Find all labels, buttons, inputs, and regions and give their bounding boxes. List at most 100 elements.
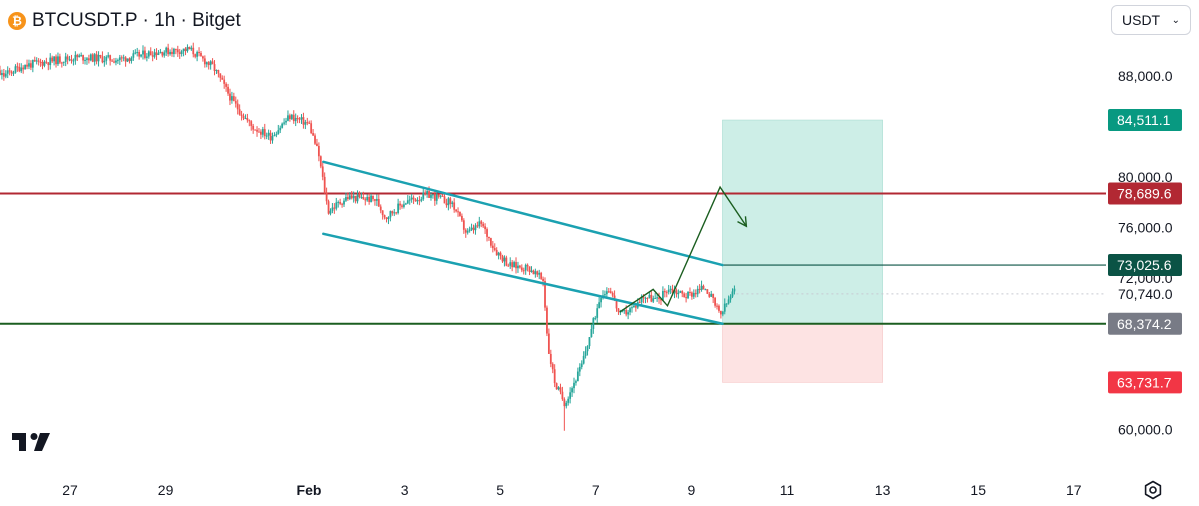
candle — [229, 93, 231, 101]
candle — [157, 53, 160, 55]
candle — [273, 134, 276, 137]
candle — [613, 295, 616, 300]
candle — [370, 195, 372, 202]
candle — [658, 297, 660, 300]
target-badge-label: 84,511.1 — [1117, 112, 1171, 128]
candle — [503, 257, 506, 262]
candle — [225, 83, 228, 87]
candle — [629, 308, 631, 313]
candle — [145, 56, 148, 58]
candle — [238, 109, 241, 115]
separator: · — [142, 10, 149, 31]
candle — [478, 221, 481, 227]
candle — [569, 392, 572, 399]
x-tick-label: 29 — [158, 482, 174, 498]
candle — [163, 52, 166, 56]
candle — [534, 271, 537, 275]
candle — [677, 292, 680, 295]
candle — [215, 70, 218, 72]
candle — [430, 194, 432, 198]
channel-upper-line[interactable] — [322, 160, 724, 267]
candle — [155, 52, 158, 55]
candle — [654, 298, 657, 300]
candle — [354, 195, 357, 202]
currency-selector[interactable]: USDT ⌄ — [1111, 5, 1191, 35]
candle — [95, 54, 98, 62]
candle — [609, 291, 612, 293]
candle — [109, 55, 112, 61]
candle — [633, 305, 635, 308]
y-tick-label: 80,000.0 — [1118, 169, 1173, 185]
candle — [261, 129, 264, 135]
candle — [122, 57, 125, 59]
candle — [101, 56, 104, 63]
candle — [134, 52, 137, 54]
candle — [472, 227, 475, 231]
candle — [89, 54, 92, 61]
target-badge — [1108, 109, 1182, 132]
candle — [698, 288, 701, 290]
candle — [505, 257, 508, 266]
candle — [538, 272, 541, 275]
settings-gear-icon[interactable] — [1143, 480, 1163, 500]
candle — [333, 207, 336, 209]
candle — [120, 57, 123, 59]
candle — [528, 266, 531, 272]
candle — [428, 191, 430, 198]
candle — [327, 201, 330, 214]
candle — [650, 294, 653, 302]
candle — [76, 54, 79, 58]
candle — [368, 196, 371, 202]
candle — [51, 57, 54, 62]
candle — [72, 60, 75, 62]
candle — [321, 166, 324, 177]
candle — [567, 398, 570, 403]
candle — [520, 267, 523, 271]
candle — [140, 54, 142, 57]
candle — [660, 299, 662, 301]
candle — [124, 57, 127, 62]
candle — [348, 195, 351, 200]
candle — [642, 296, 645, 299]
candle — [165, 47, 168, 53]
projection-arrowhead — [737, 216, 748, 228]
candle — [584, 351, 587, 356]
candle — [432, 194, 434, 196]
candle — [445, 203, 448, 206]
candle — [283, 122, 285, 124]
candle — [586, 346, 589, 352]
candle — [522, 270, 525, 272]
candle — [725, 303, 728, 305]
symbol-title[interactable]: BTCUSDT.P · 1h · Bitget — [32, 10, 241, 32]
candle — [621, 310, 624, 312]
candle — [596, 308, 599, 318]
candle — [244, 118, 247, 120]
candle — [316, 143, 318, 146]
support-badge — [1108, 312, 1182, 335]
candle — [588, 337, 591, 347]
channel-lower-line[interactable] — [322, 232, 724, 326]
candle — [35, 60, 38, 62]
candle — [144, 50, 146, 58]
candle — [366, 196, 369, 201]
candle — [491, 245, 494, 249]
stop-zone[interactable] — [722, 323, 883, 383]
candle — [424, 192, 427, 194]
candle — [115, 60, 117, 63]
candle — [418, 200, 421, 202]
candle — [557, 387, 560, 390]
candle — [209, 61, 212, 66]
candle — [16, 66, 19, 68]
projection-path[interactable] — [619, 185, 747, 313]
candle — [298, 118, 301, 120]
candle — [692, 292, 695, 297]
candle — [708, 293, 711, 297]
x-tick-label: Feb — [297, 482, 322, 498]
candle — [435, 194, 438, 201]
y-tick-label: 88,000.0 — [1118, 68, 1173, 84]
candle — [182, 48, 185, 52]
candle — [126, 58, 129, 62]
target-zone[interactable] — [722, 119, 883, 325]
